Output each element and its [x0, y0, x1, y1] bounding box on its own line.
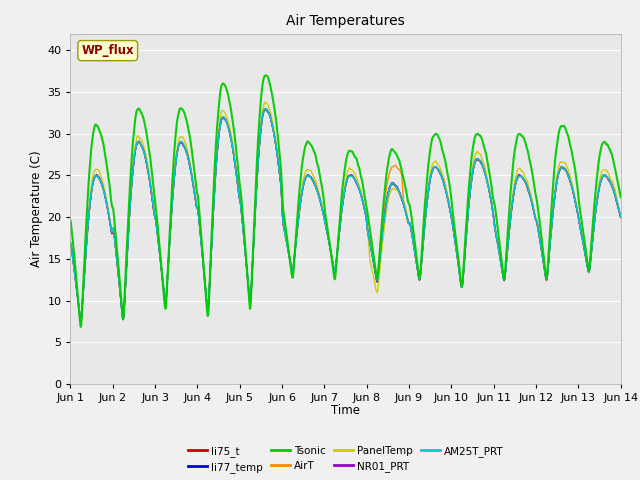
Y-axis label: Air Temperature (C): Air Temperature (C): [30, 151, 43, 267]
Text: WP_flux: WP_flux: [81, 44, 134, 57]
X-axis label: Time: Time: [331, 405, 360, 418]
Title: Air Temperatures: Air Temperatures: [286, 14, 405, 28]
Legend: li75_t, li77_temp, Tsonic, AirT, PanelTemp, NR01_PRT, AM25T_PRT: li75_t, li77_temp, Tsonic, AirT, PanelTe…: [184, 442, 508, 477]
